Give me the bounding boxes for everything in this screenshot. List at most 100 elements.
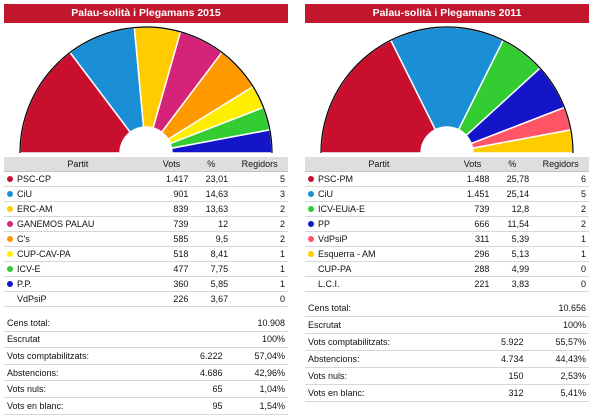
- pct-cell: 4,99: [492, 261, 533, 277]
- stat-label: Vots en blanc:: [305, 384, 453, 402]
- table-row: CiU 1.451 25,14 5: [305, 186, 589, 202]
- votes-cell: 1.488: [452, 171, 493, 187]
- stats-row: Vots en blanc: 312 5,41%: [305, 384, 589, 402]
- col-header-party: Partit: [305, 157, 453, 172]
- table-row: ICV-EUiA-E 739 12,8 2: [305, 201, 589, 217]
- votes-cell: 839: [151, 201, 192, 217]
- col-header-pct: %: [191, 157, 232, 172]
- votes-cell: 739: [452, 201, 493, 217]
- stat-pct: 5,41%: [526, 384, 589, 402]
- stats-row: Escrutat 100%: [305, 316, 589, 334]
- seats-cell: 5: [532, 186, 589, 202]
- table-row: C's 585 9,5 2: [4, 231, 288, 247]
- votes-cell: 288: [452, 261, 493, 277]
- stats-row: Vots en blanc: 95 1,54%: [4, 397, 288, 415]
- party-color-swatch: [308, 281, 314, 287]
- col-header-seats: Regidors: [532, 157, 589, 172]
- party-name: CUP-CAV-PA: [17, 249, 71, 259]
- table-row: VdPsiP 226 3,67 0: [4, 291, 288, 307]
- table-row: CUP-CAV-PA 518 8,41 1: [4, 246, 288, 262]
- table-row: P.P. 360 5,85 1: [4, 276, 288, 292]
- votes-cell: 221: [452, 276, 493, 292]
- seats-cell: 2: [231, 216, 288, 232]
- stat-value: [452, 316, 527, 334]
- party-name: ICV-E: [17, 264, 41, 274]
- seats-cell: 0: [231, 291, 288, 307]
- stat-value: 65: [151, 380, 226, 398]
- stat-value: [452, 300, 527, 317]
- pct-cell: 3,83: [492, 276, 533, 292]
- party-color-swatch: [7, 250, 13, 257]
- party-name: P.P.: [17, 279, 32, 289]
- votes-cell: 477: [151, 261, 192, 277]
- party-name: L.C.I.: [318, 279, 340, 289]
- stats-row: Vots comptabilitzats: 5.922 55,57%: [305, 333, 589, 351]
- pct-cell: 25,14: [492, 186, 533, 202]
- stats-row: Abstencions: 4.734 44,43%: [305, 350, 589, 368]
- party-cell: Esquerra - AM: [305, 246, 453, 262]
- party-cell: GANEMOS PALAU: [4, 216, 152, 232]
- votes-cell: 296: [452, 246, 493, 262]
- seats-cell: 2: [532, 216, 589, 232]
- stat-label: Vots comptabilitzats:: [305, 333, 453, 351]
- stat-label: Escrutat: [305, 316, 453, 334]
- party-color-swatch: [308, 190, 314, 197]
- stats-row: Vots nuls: 150 2,53%: [305, 367, 589, 385]
- party-name: ERC-AM: [17, 204, 53, 214]
- parliament-chart-svg: [19, 26, 273, 154]
- pct-cell: 8,41: [191, 246, 232, 262]
- stat-label: Vots nuls:: [305, 367, 453, 385]
- table-row: ICV-E 477 7,75 1: [4, 261, 288, 277]
- party-name: PSC-CP: [17, 174, 52, 184]
- stats-row: Abstencions: 4.686 42,96%: [4, 364, 288, 382]
- col-header-votes: Vots: [452, 157, 493, 172]
- panel-2015: Palau-solità i Plegamans 2015 Partit Vot…: [4, 4, 288, 415]
- votes-cell: 1.451: [452, 186, 493, 202]
- table-row: PP 666 11,54 2: [305, 216, 589, 232]
- stat-value: 150: [452, 367, 527, 385]
- table-row: PSC-PM 1.488 25,78 6: [305, 171, 589, 187]
- seats-cell: 2: [532, 201, 589, 217]
- stat-value: [151, 315, 226, 332]
- party-name: CiU: [17, 189, 32, 199]
- col-header-votes: Vots: [151, 157, 192, 172]
- stat-value: 4.686: [151, 364, 226, 382]
- stats-row: Cens total: 10.656: [305, 300, 589, 317]
- stat-label: Vots en blanc:: [4, 397, 152, 415]
- party-color-swatch: [308, 235, 314, 242]
- stat-label: Cens total:: [305, 300, 453, 317]
- seats-cell: 1: [532, 231, 589, 247]
- votes-cell: 739: [151, 216, 192, 232]
- party-name: PSC-PM: [318, 174, 354, 184]
- seats-cell: 1: [231, 246, 288, 262]
- pct-cell: 5,85: [191, 276, 232, 292]
- col-header-pct: %: [492, 157, 533, 172]
- pct-cell: 5,13: [492, 246, 533, 262]
- party-color-swatch: [7, 265, 13, 272]
- party-cell: CiU: [4, 186, 152, 202]
- seats-cell: 0: [532, 276, 589, 292]
- pct-cell: 11,54: [492, 216, 533, 232]
- party-name: CUP-PA: [318, 264, 352, 274]
- stat-pct: 10.908: [225, 315, 288, 332]
- stat-value: 5.922: [452, 333, 527, 351]
- votes-cell: 585: [151, 231, 192, 247]
- stats-table: Cens total: 10.908 Escrutat 100% Vots compta…: [4, 315, 288, 415]
- seats-cell: 2: [231, 231, 288, 247]
- stats-row: Cens total: 10.908: [4, 315, 288, 332]
- stat-pct: 55,57%: [526, 333, 589, 351]
- party-color-swatch: [308, 250, 314, 257]
- table-row: ERC-AM 839 13,63 2: [4, 201, 288, 217]
- stat-pct: 100%: [225, 331, 288, 349]
- table-row: CUP-PA 288 4,99 0: [305, 261, 589, 277]
- stat-pct: 1,04%: [225, 380, 288, 398]
- chart-title: Palau-solità i Plegamans 2011: [305, 4, 589, 23]
- seats-cell: 6: [532, 171, 589, 187]
- party-name: PP: [318, 219, 331, 229]
- seats-cell: 5: [231, 171, 288, 187]
- stat-pct: 100%: [526, 316, 589, 334]
- party-color-swatch: [308, 220, 314, 227]
- party-color-swatch: [7, 235, 13, 242]
- table-row: Esquerra - AM 296 5,13 1: [305, 246, 589, 262]
- pct-cell: 12,8: [492, 201, 533, 217]
